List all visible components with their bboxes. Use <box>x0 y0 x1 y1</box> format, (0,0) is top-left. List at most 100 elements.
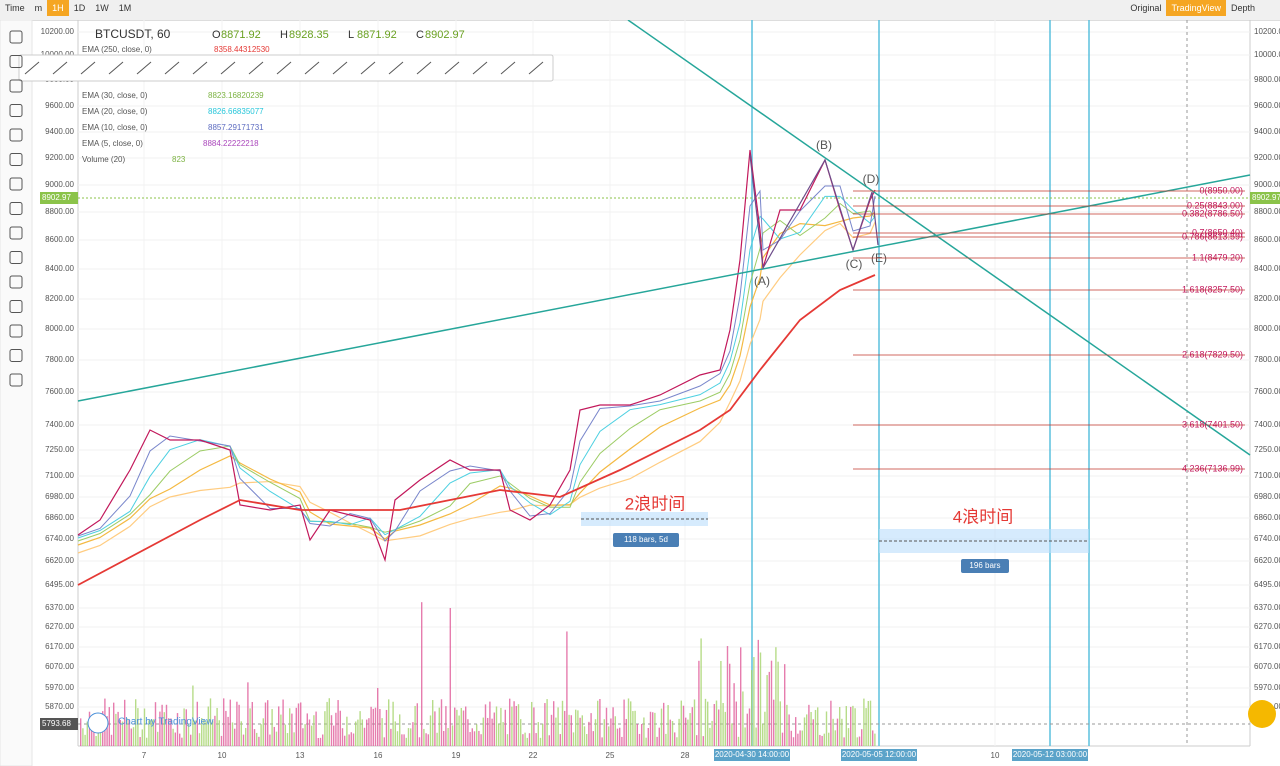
volume-bar <box>150 719 152 746</box>
volume-bar <box>858 736 861 746</box>
volume-bar <box>333 725 335 746</box>
volume-bar <box>830 700 832 746</box>
tool-button[interactable] <box>388 61 404 75</box>
volume-bar <box>341 728 344 746</box>
price-badge <box>40 718 78 730</box>
price-label: 9600.00 <box>45 101 74 110</box>
toolbar-button[interactable]: Original <box>1130 3 1162 13</box>
side-tool <box>9 30 23 44</box>
volume-bar <box>579 717 581 746</box>
toolbar-button[interactable]: 1W <box>95 3 109 13</box>
tool-button[interactable] <box>248 61 264 75</box>
price-badge <box>1250 192 1280 204</box>
toolbar-button[interactable]: 1D <box>73 3 86 13</box>
toolbar-button[interactable]: TradingView <box>1166 0 1226 16</box>
volume-bar <box>608 726 610 746</box>
toolbar-button[interactable]: Time <box>5 3 25 13</box>
volume-bar <box>715 700 718 746</box>
tool-button[interactable] <box>444 61 460 75</box>
volume-bar <box>513 701 515 746</box>
tool-button[interactable] <box>108 61 124 75</box>
volume-bar <box>106 716 108 746</box>
toolbar-button[interactable]: Depth <box>1230 3 1255 13</box>
volume-bar <box>427 734 429 746</box>
tool-button[interactable] <box>164 61 180 75</box>
volume-bar <box>748 708 751 746</box>
tool-button[interactable] <box>24 61 40 75</box>
toolbar-button[interactable]: 1H <box>47 0 69 16</box>
indicator-value: 8358.44312530 <box>214 45 270 54</box>
toolbar-button[interactable]: 1M <box>118 3 132 13</box>
time-label: 10 <box>991 751 1000 760</box>
tool-icon <box>444 61 460 75</box>
tool-button[interactable] <box>192 61 208 75</box>
tool-button[interactable] <box>80 61 96 75</box>
volume-bar <box>687 719 689 746</box>
volume-bar <box>414 705 416 746</box>
side-tool <box>9 55 23 68</box>
volume-bar <box>115 713 117 746</box>
range-box <box>581 512 708 526</box>
volume-bar <box>456 709 458 746</box>
volume-bar <box>330 715 333 746</box>
volume-bar <box>524 732 526 746</box>
volume-bar <box>436 732 438 746</box>
tool-button[interactable] <box>360 61 376 75</box>
tool-button[interactable] <box>416 61 432 75</box>
tool-icon <box>332 61 348 75</box>
volume-bar <box>572 732 575 746</box>
volume-bar <box>665 733 667 746</box>
indicator-name: EMA (250, close, 0) <box>82 45 152 54</box>
tool-button[interactable] <box>220 61 236 75</box>
tool-button[interactable] <box>332 61 348 75</box>
volume-bar <box>337 700 339 746</box>
volume-bar <box>691 707 693 746</box>
tool-button[interactable] <box>528 61 544 75</box>
price-label: 9000.00 <box>1254 180 1280 189</box>
tool-button[interactable] <box>276 61 292 75</box>
tool-icon <box>388 61 404 75</box>
volume-bar <box>711 720 713 746</box>
volume-bar <box>643 717 645 746</box>
volume-bar <box>313 715 315 746</box>
volume-bar <box>212 720 214 746</box>
tool-button[interactable] <box>500 61 516 75</box>
volume-bar <box>311 725 313 746</box>
tool-icon <box>220 61 236 75</box>
volume-bar <box>823 733 825 746</box>
volume-bar <box>302 728 304 746</box>
volume-bar <box>718 709 720 746</box>
volume-bar <box>546 699 548 746</box>
range-badge <box>613 533 679 547</box>
tool-icon <box>80 61 96 75</box>
volume-bar <box>297 703 300 746</box>
volume-bar <box>533 707 535 746</box>
ema-line <box>77 202 876 542</box>
side-tool <box>9 79 23 93</box>
price-label: 5870.00 <box>45 702 74 711</box>
volume-bar <box>713 704 715 746</box>
trend-line <box>77 174 1251 402</box>
tool-button[interactable] <box>472 61 488 75</box>
toolbar-button[interactable]: m <box>34 3 43 13</box>
volume-bar <box>374 707 377 746</box>
volume-bar <box>865 708 867 746</box>
tool-button[interactable] <box>136 61 152 75</box>
tool-button[interactable] <box>304 61 320 75</box>
volume-bar <box>746 713 748 746</box>
time-label: 16 <box>374 751 383 760</box>
volume-bar <box>451 725 454 746</box>
volume-bar <box>834 730 836 746</box>
time-label: 7 <box>142 751 147 760</box>
fib-label: 4.236(7136.99) <box>1182 463 1243 473</box>
volume-bar <box>740 647 742 746</box>
tool-button[interactable] <box>52 61 68 75</box>
watermark-logo <box>87 712 109 734</box>
price-label: 6495.00 <box>45 580 74 589</box>
volume-bar <box>784 664 786 746</box>
volume-bar <box>676 737 678 746</box>
volume-bar <box>847 728 850 746</box>
volume-bar <box>121 721 124 746</box>
volume-bar <box>91 728 93 746</box>
price-label: 8400.00 <box>1254 264 1280 273</box>
